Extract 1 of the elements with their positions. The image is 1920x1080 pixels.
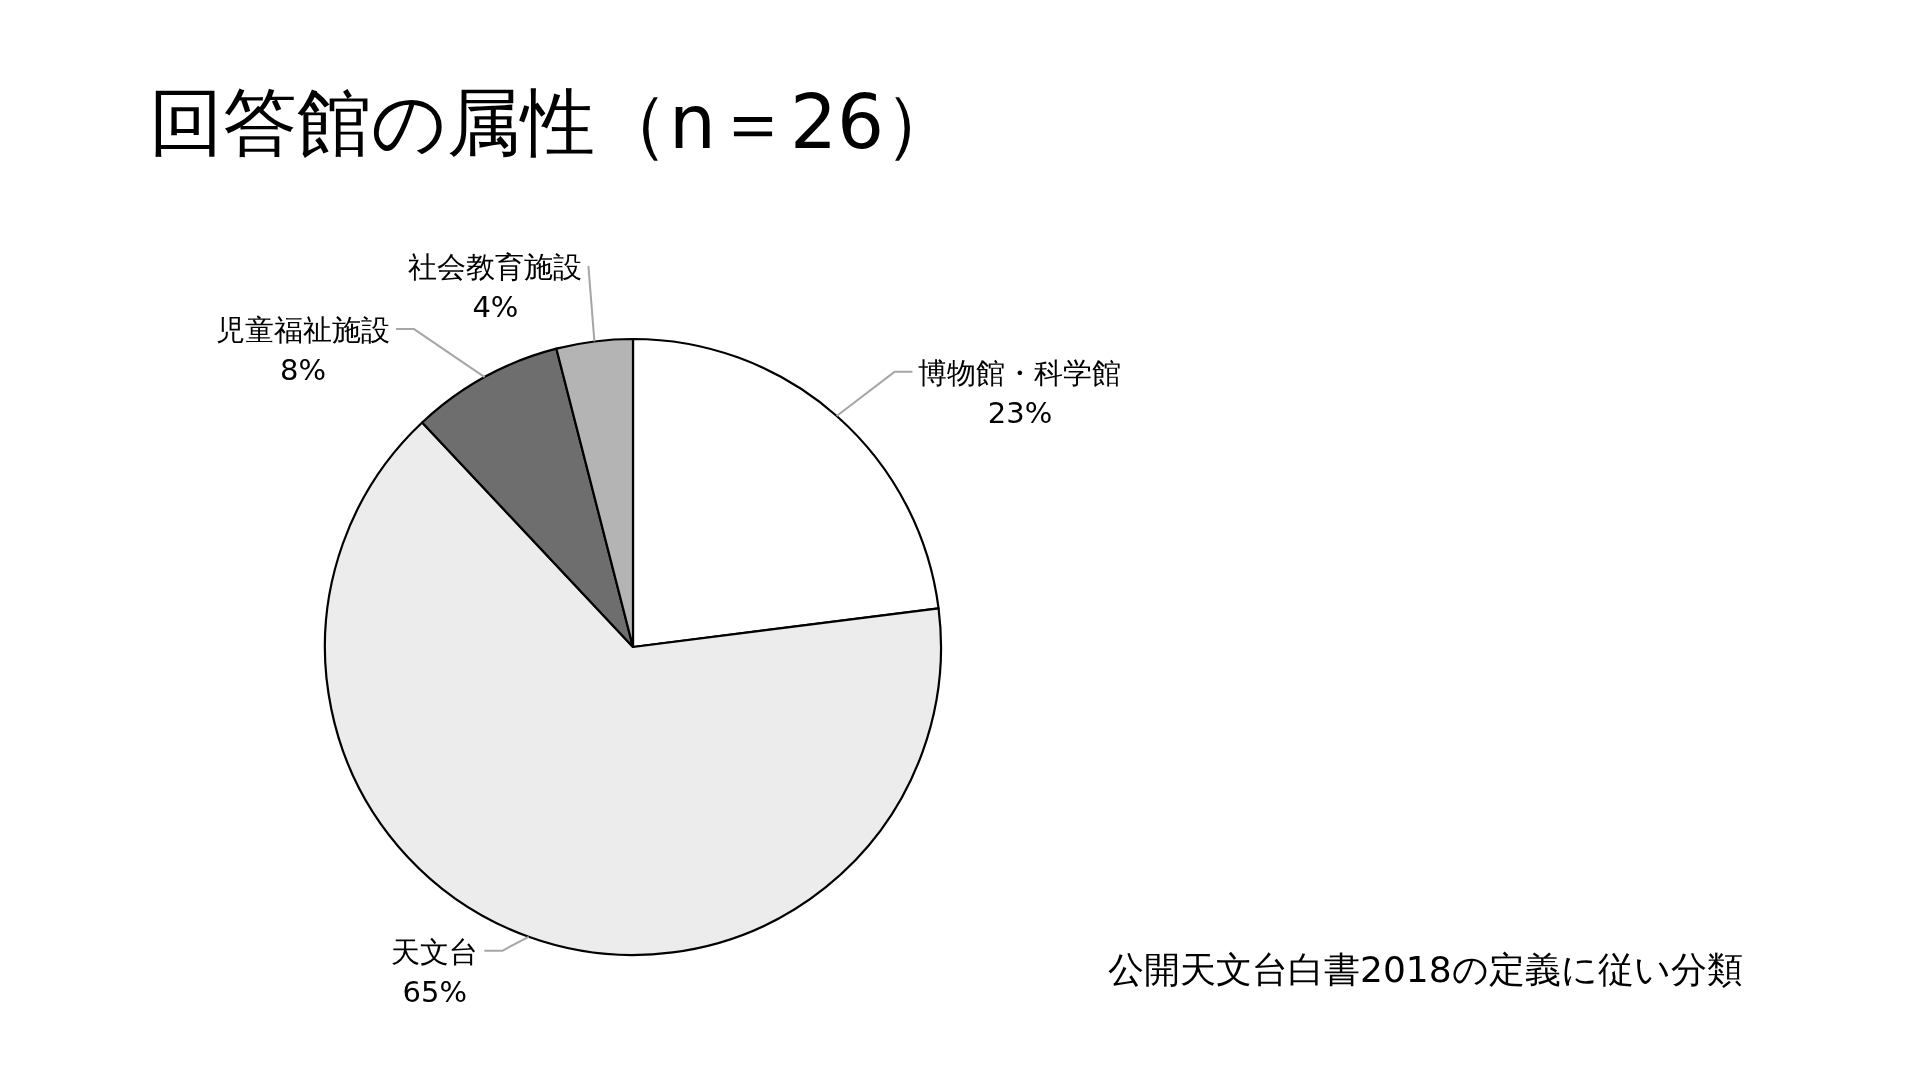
title: 回答館の属性（n＝26）: [149, 79, 959, 165]
